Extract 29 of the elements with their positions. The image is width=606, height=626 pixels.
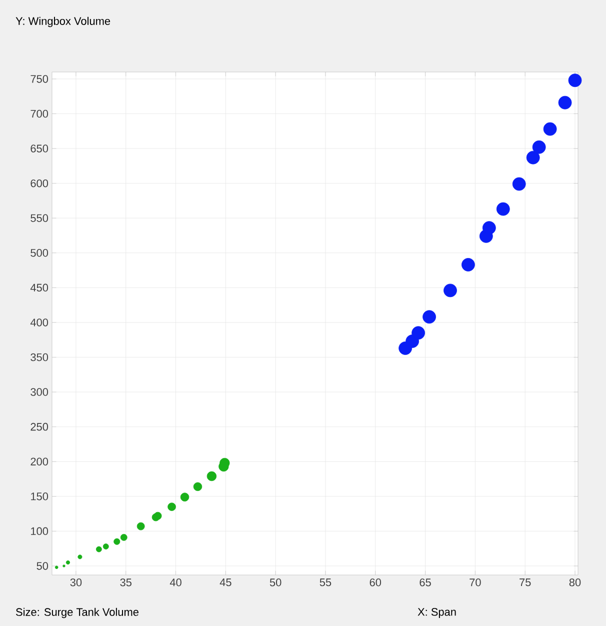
y-tick-label: 450 [30, 284, 48, 292]
x-tick-label: 70 [470, 578, 481, 586]
y-axis-title: Y: Wingbox Volume [16, 16, 110, 28]
x-tick-label: 30 [70, 578, 82, 586]
y-tick-label: 700 [30, 110, 48, 118]
y-tick-label: 250 [30, 422, 48, 431]
x-tick-label: 65 [420, 578, 431, 586]
y-tick-label: 650 [30, 144, 48, 152]
text: Size: Surge Tank Volume [16, 608, 138, 618]
x-tick-label: 45 [220, 578, 232, 586]
x-tick-label: 55 [320, 578, 332, 586]
x-axis-title: X: Span [418, 608, 456, 618]
x-tick-label: 40 [170, 578, 182, 586]
y-tick-label: 600 [30, 179, 48, 188]
x-tick-label: 75 [520, 578, 531, 586]
y-tick-label: 400 [30, 318, 48, 326]
y-tick-label: 300 [30, 388, 48, 396]
y-tick-label: 100 [31, 527, 48, 536]
y-tick-label: 200 [30, 458, 48, 466]
y-tick-label: 150 [31, 492, 48, 500]
x-tick-label: 60 [370, 578, 382, 586]
x-tick-label: 80 [569, 578, 581, 586]
y-tick-label: 350 [30, 353, 48, 362]
x-tick-label: 35 [120, 578, 132, 586]
y-tick-label: 50 [36, 562, 48, 570]
x-tick-label: 50 [270, 578, 282, 586]
y-tick-label: 550 [30, 214, 48, 222]
y-tick-label: 500 [30, 249, 48, 257]
y-tick-label: 750 [30, 75, 48, 83]
